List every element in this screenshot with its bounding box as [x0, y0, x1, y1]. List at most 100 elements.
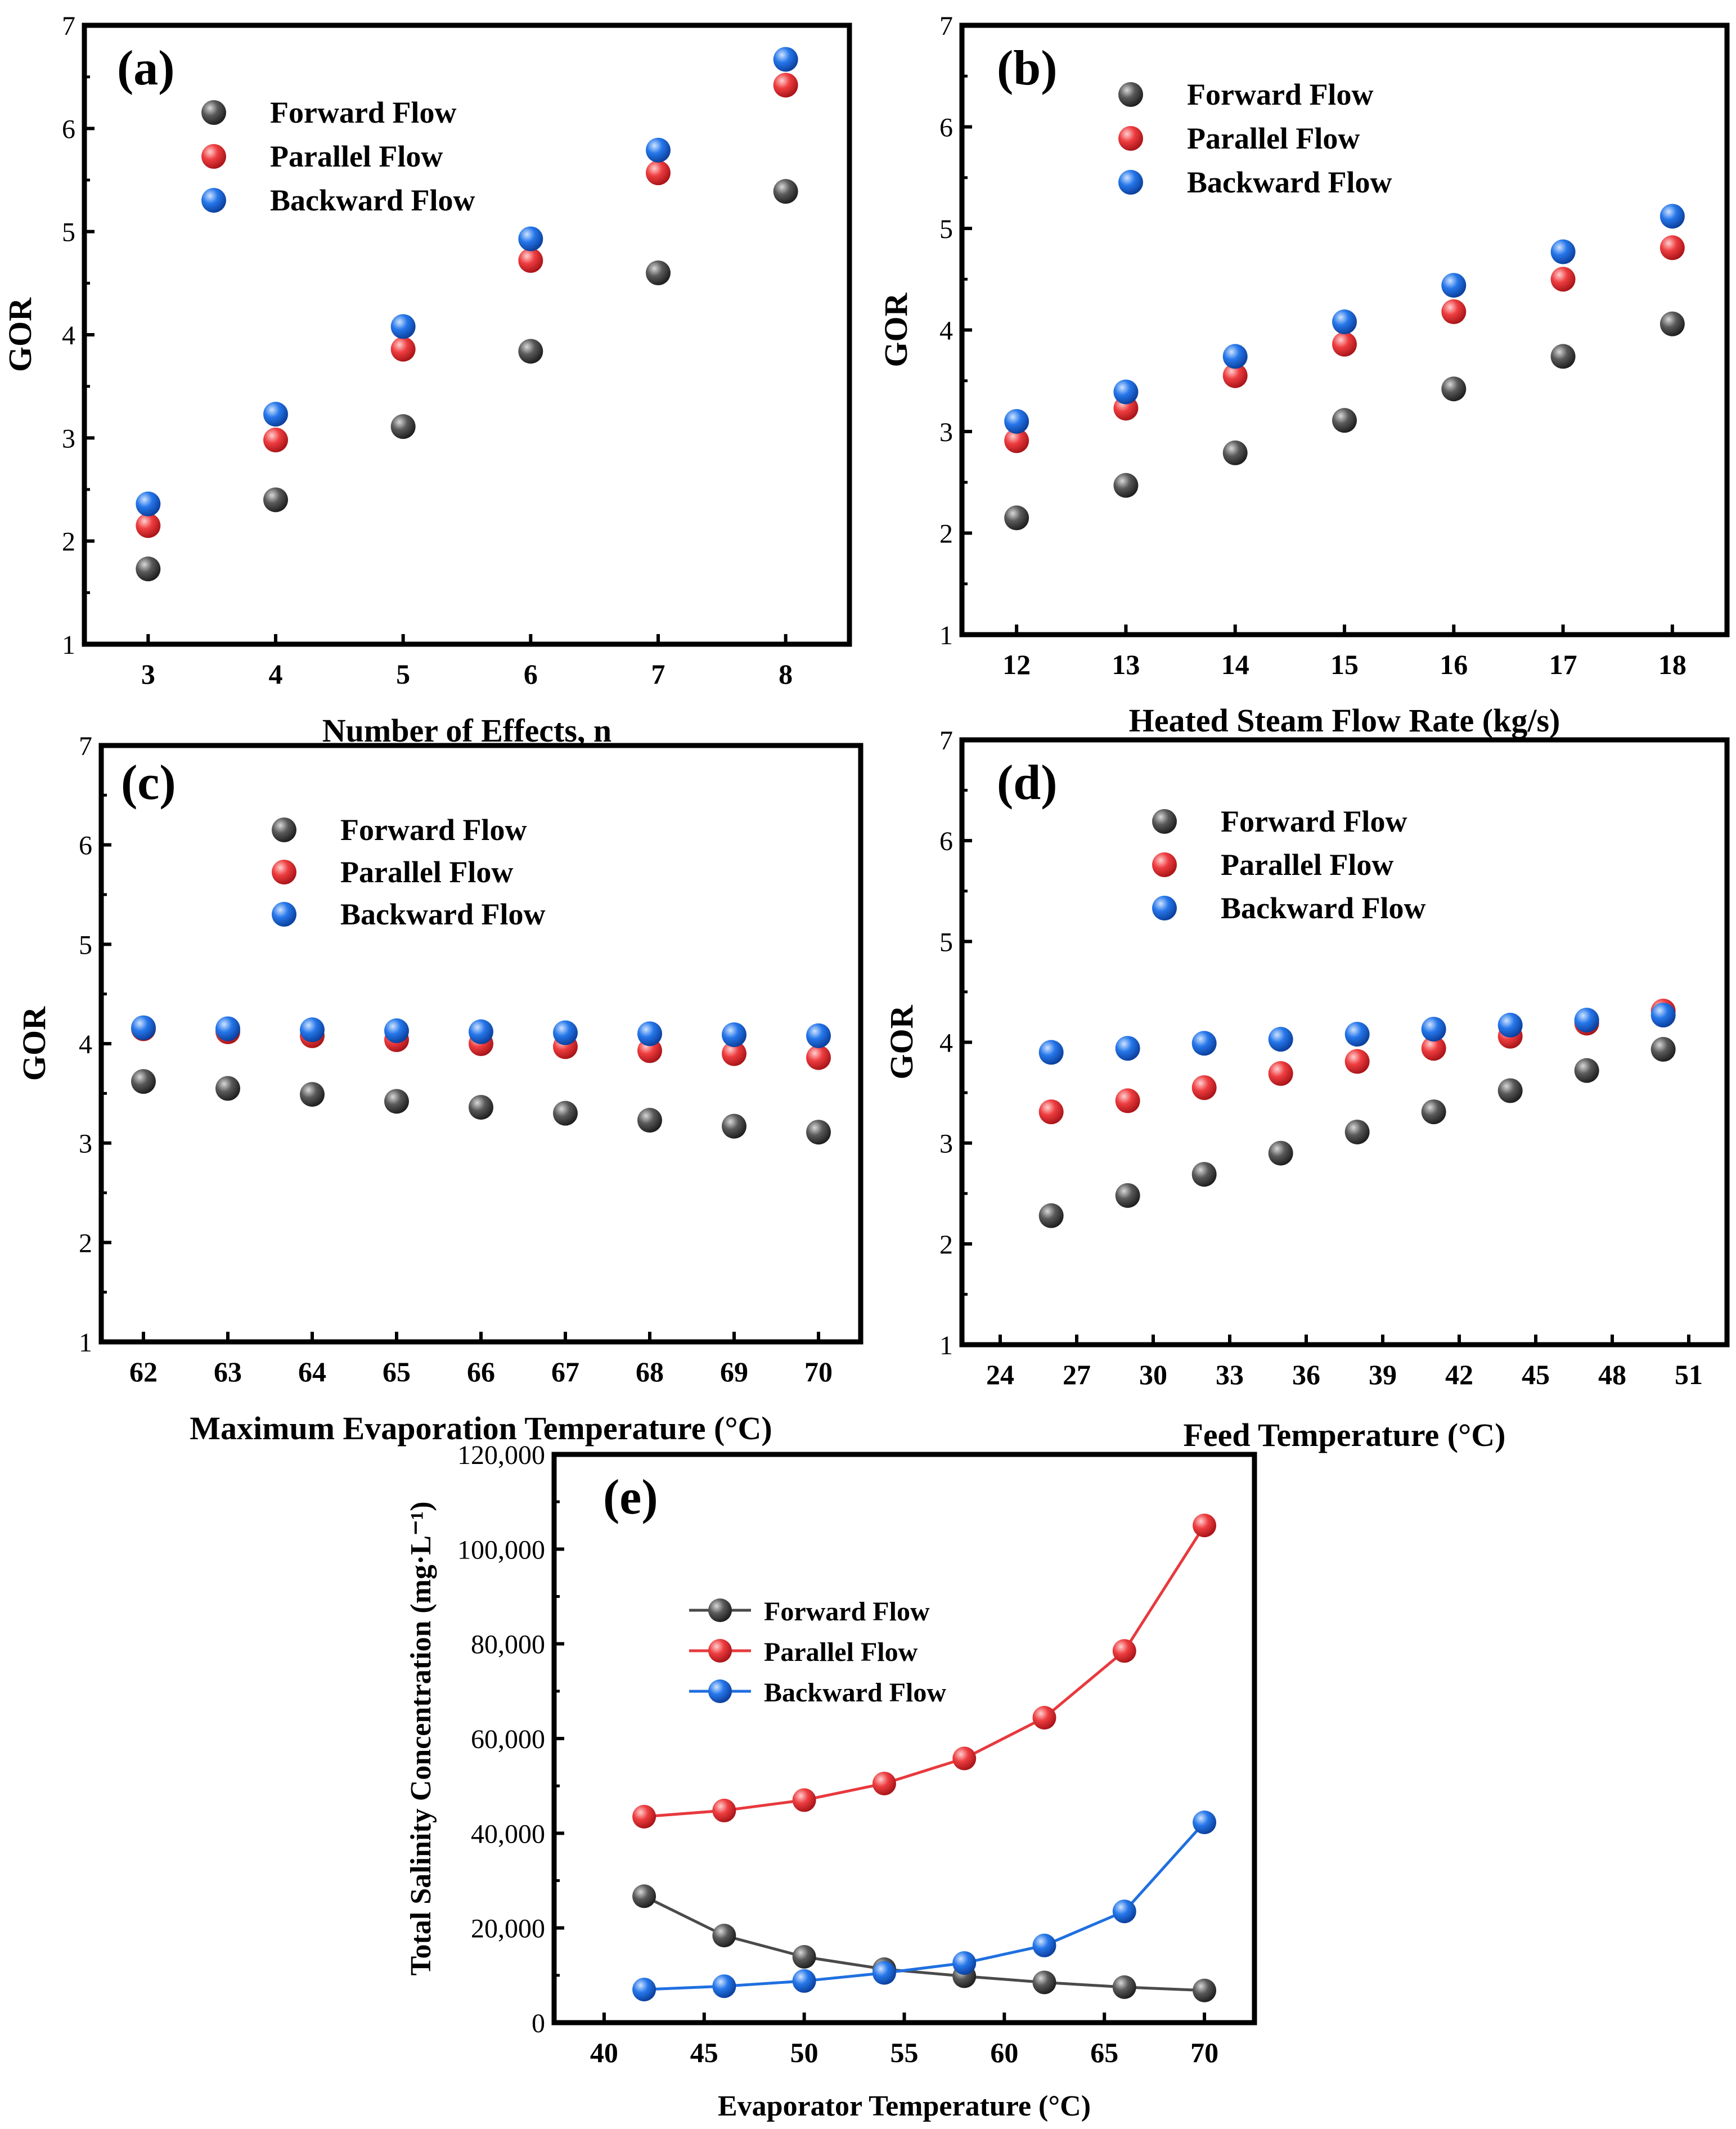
data-point — [1004, 408, 1029, 434]
legend-label: Parallel Flow — [1187, 122, 1360, 155]
data-point — [1497, 1013, 1523, 1038]
data-point — [1115, 1036, 1140, 1061]
x-tick-label: 30 — [1139, 1359, 1167, 1390]
data-point — [1332, 309, 1357, 335]
series-backward-flow — [131, 1015, 831, 1048]
data-point — [1191, 1075, 1217, 1101]
data-point — [632, 1978, 656, 2002]
data-point — [1497, 1078, 1523, 1103]
data-point — [1441, 299, 1467, 325]
data-point — [1113, 379, 1139, 405]
data-point — [1332, 331, 1357, 357]
legend-marker — [272, 818, 296, 842]
legend-label: Backward Flow — [340, 897, 546, 931]
x-tick-label: 8 — [779, 658, 793, 690]
series-forward-flow — [136, 179, 798, 582]
data-point — [712, 1798, 736, 1822]
data-point — [469, 1019, 493, 1044]
y-axis-label: GOR — [878, 292, 914, 367]
y-tick-label: 2 — [939, 1230, 953, 1260]
legend-marker — [1152, 896, 1177, 920]
x-tick-label: 14 — [1221, 649, 1249, 680]
x-tick-label: 40 — [590, 2037, 618, 2068]
data-point — [722, 1113, 746, 1139]
x-tick-label: 65 — [1090, 2037, 1118, 2068]
y-tick-label: 1 — [939, 621, 953, 650]
legend-label: Forward Flow — [1187, 78, 1373, 111]
series-forward-flow — [1038, 1037, 1676, 1228]
x-tick-label: 36 — [1292, 1359, 1320, 1390]
y-tick-label: 100,000 — [457, 1535, 545, 1565]
x-tick-label: 16 — [1440, 649, 1468, 680]
data-point — [136, 556, 161, 582]
series-backward-flow — [1038, 1003, 1676, 1065]
y-tick-label: 1 — [79, 1328, 92, 1358]
legend-label: Backward Flow — [270, 183, 475, 217]
data-point — [1550, 267, 1576, 292]
x-tick-label: 5 — [396, 658, 410, 690]
x-tick-label: 39 — [1369, 1359, 1397, 1390]
data-point — [136, 513, 161, 538]
legend-label: Parallel Flow — [270, 140, 443, 173]
data-point — [773, 47, 798, 72]
data-point — [632, 1804, 656, 1829]
series-parallel-flow — [1004, 235, 1685, 453]
series-line — [644, 1821, 1206, 1991]
panel-label: (b) — [997, 41, 1058, 96]
data-point — [518, 339, 543, 364]
x-tick-label: 12 — [1002, 649, 1031, 680]
data-point — [722, 1022, 746, 1048]
legend-marker — [1152, 852, 1177, 877]
series-backward-flow — [1004, 204, 1685, 434]
series-forward-flow — [1004, 311, 1685, 531]
x-tick-label: 66 — [467, 1356, 495, 1387]
x-tick-label: 65 — [383, 1356, 411, 1387]
legend-label: Backward Flow — [764, 1678, 946, 1708]
legend-label: Forward Flow — [340, 813, 527, 847]
y-tick-label: 1 — [939, 1331, 953, 1360]
legend-label: Backward Flow — [1221, 891, 1426, 925]
data-point — [1574, 1058, 1599, 1083]
legend-marker — [201, 144, 226, 169]
data-point — [712, 1924, 736, 1948]
y-tick-label: 3 — [62, 424, 75, 453]
x-tick-label: 24 — [986, 1359, 1014, 1390]
data-point — [131, 1069, 156, 1094]
data-point — [773, 73, 798, 98]
x-tick-label: 33 — [1216, 1359, 1244, 1390]
data-point — [1112, 1899, 1136, 1924]
legend-label: Parallel Flow — [764, 1637, 918, 1667]
data-point — [1268, 1027, 1293, 1052]
data-point — [1659, 235, 1685, 260]
legend-label: Parallel Flow — [1221, 848, 1393, 882]
y-tick-label: 4 — [62, 321, 75, 351]
data-point — [637, 1021, 662, 1046]
data-point — [792, 1788, 816, 1812]
data-point — [1421, 1036, 1446, 1061]
y-tick-label: 20,000 — [471, 1914, 545, 1944]
data-point — [1344, 1049, 1370, 1074]
data-point — [553, 1020, 578, 1045]
legend-marker — [272, 902, 296, 927]
y-tick-label: 80,000 — [471, 1630, 545, 1660]
data-point — [1650, 1003, 1676, 1028]
x-tick-label: 55 — [891, 2037, 919, 2068]
data-point — [952, 1746, 977, 1771]
data-point — [1112, 1639, 1136, 1663]
data-point — [215, 1016, 240, 1041]
x-tick-label: 15 — [1330, 649, 1359, 680]
y-tick-label: 40,000 — [471, 1819, 545, 1849]
panel-label: (e) — [603, 1470, 658, 1525]
data-point — [1032, 1933, 1056, 1957]
panel-e: 40 45 50 55 60 65 70 0 20,000 40,000 60,000 80,000 1… — [405, 1440, 1257, 2122]
y-tick-label: 6 — [939, 827, 953, 856]
data-point — [872, 1961, 896, 1985]
data-point — [646, 260, 671, 285]
data-point — [1004, 428, 1029, 453]
data-point — [1032, 1705, 1056, 1730]
x-tick-label: 4 — [269, 658, 283, 690]
x-tick-label: 63 — [214, 1356, 242, 1387]
